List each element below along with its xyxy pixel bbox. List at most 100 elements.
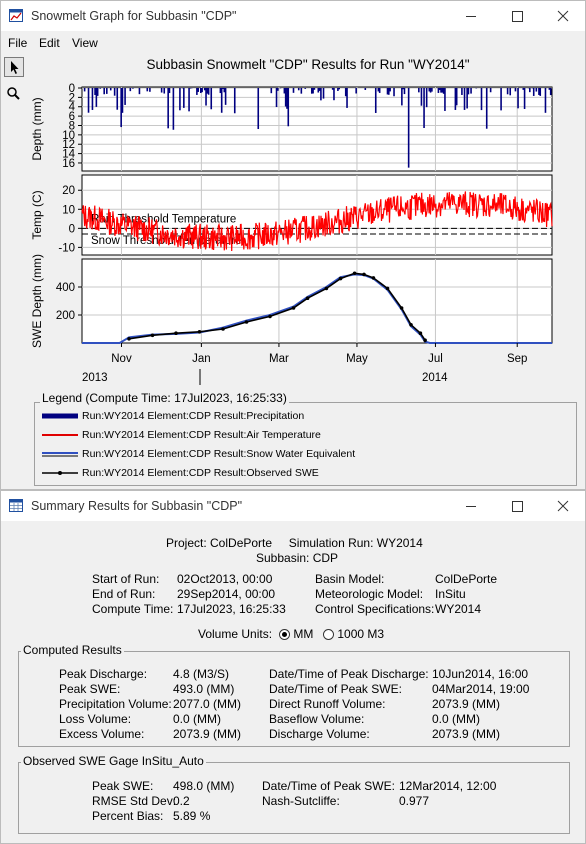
legend-title: Legend (Compute Time: 17Jul2023, 16:25:3… <box>40 391 289 405</box>
legend-box <box>34 402 577 486</box>
zoom-tool-button[interactable] <box>4 84 24 104</box>
computed-row-4-label: Excess Volume: <box>59 727 145 741</box>
menu-file[interactable]: File <box>8 36 28 50</box>
computed-row-0-label: Peak Discharge: <box>59 667 148 681</box>
maximize-icon <box>512 501 523 512</box>
snowmelt-graph-window: Snowmelt Graph for Subbasin "CDP" File E… <box>0 0 586 490</box>
units-mm-label: MM <box>293 627 314 641</box>
start-of-run-value: 02Oct2013, 00:00 <box>177 572 273 586</box>
observed-swe-title: Observed SWE Gage InSitu_Auto <box>21 754 206 768</box>
chart-title: Subbasin Snowmelt "CDP" Results for Run … <box>146 57 470 72</box>
computed-row-1-date-value: 04Mar2014, 19:00 <box>432 682 530 696</box>
xtick-label-mar: Mar <box>269 353 289 365</box>
swe-observed-point-3 <box>197 330 202 334</box>
close-icon <box>557 500 569 512</box>
swe-observed-point-9 <box>324 286 329 291</box>
percent-bias-value: 5.89 % <box>173 809 211 823</box>
legend: Legend (Compute Time: 17Jul2023, 16:25:3… <box>34 391 579 486</box>
observed-swe-group: Observed SWE Gage InSitu_Auto <box>18 754 570 834</box>
ytick-label-depth-7: 14 <box>62 149 75 161</box>
menu-view[interactable]: View <box>72 36 98 50</box>
computed-row-1-date-label: Date/Time of Peak SWE: <box>269 682 402 696</box>
swe-observed-point-15 <box>399 306 404 310</box>
computed-row-0-value: 4.8 (M3/S) <box>173 667 230 681</box>
computed-row-1-label: Peak SWE: <box>59 682 121 696</box>
met-model-value: InSitu <box>435 587 466 601</box>
minimize-button[interactable] <box>449 1 493 31</box>
summary-window: Summary Results for Subbasin "CDP" Proje… <box>0 490 586 844</box>
control-spec-value: WY2014 <box>435 602 482 616</box>
ylabel-temp: Temp (C) <box>30 190 44 239</box>
units-radio-1000m3[interactable]: 1000 M3 <box>323 627 384 641</box>
legend-swatch-observed-swe <box>42 471 78 475</box>
computed-row-2-date-value: 2073.9 (MM) <box>432 697 501 711</box>
summary-title-bar[interactable]: Summary Results for Subbasin "CDP" <box>1 491 585 521</box>
xtick-label-jan: Jan <box>192 353 211 365</box>
menu-bar: File Edit View <box>1 33 585 53</box>
ytick-label-depth-0: 0 <box>69 83 75 95</box>
obs-peak-date-label: Date/Time of Peak SWE: <box>262 779 395 793</box>
xtick-label-nov: Nov <box>111 353 132 365</box>
computed-row-1-value: 493.0 (MM) <box>173 682 235 696</box>
ytick-label-depth-5: 10 <box>62 130 75 142</box>
ytick-label-temp-1: 10 <box>62 204 75 216</box>
legend-label-precipitation: Run:WY2014 Element:CDP Result:Precipitat… <box>82 410 305 422</box>
swe-observed-point-18 <box>423 338 427 343</box>
computed-row-3-value: 0.0 (MM) <box>173 712 221 726</box>
units-radio-mm[interactable]: MM <box>279 627 313 641</box>
computed-results-title: Computed Results <box>21 643 124 657</box>
pointer-tool-button[interactable] <box>4 57 24 77</box>
computed-row-2-label: Precipitation Volume: <box>59 697 172 711</box>
swe-observed-point-2 <box>174 331 178 336</box>
basin-model-label: Basin Model: <box>315 572 385 586</box>
computed-row-0-date-value: 10Jun2014, 16:00 <box>432 667 529 681</box>
graph-window-icon <box>9 9 23 22</box>
title-bar[interactable]: Snowmelt Graph for Subbasin "CDP" <box>1 1 585 31</box>
swe-observed-point-6 <box>268 314 272 319</box>
ylabel-swe: SWE Depth (mm) <box>30 254 44 348</box>
obs-peak-swe-value: 498.0 (MM) <box>173 779 235 793</box>
compute-time-value: 17Jul2023, 16:25:33 <box>177 602 286 616</box>
swe-observed-point-8 <box>305 296 310 301</box>
radio-mm-selected[interactable] <box>279 629 290 640</box>
summary-close-button[interactable] <box>541 491 585 521</box>
pointer-icon <box>11 61 19 74</box>
year-label-2014: 2014 <box>422 372 448 384</box>
computed-row-4-date-value: 2073.9 (MM) <box>432 727 501 741</box>
subbasin-line: Subbasin: CDP <box>256 551 339 565</box>
rmse-label: RMSE Std Dev: <box>92 794 177 808</box>
legend-swatch-swe <box>42 452 78 457</box>
panel-frame-1 <box>81 174 553 256</box>
maximize-button[interactable] <box>495 1 539 31</box>
swe-observed-point-16 <box>409 323 413 327</box>
summary-minimize-button[interactable] <box>449 491 493 521</box>
obs-peak-date-value: 12Mar2014, 12:00 <box>399 779 497 793</box>
computed-results-group: Computed Results <box>18 643 570 747</box>
menu-edit[interactable]: Edit <box>39 36 60 50</box>
units-1000m3-label: 1000 M3 <box>337 627 385 641</box>
percent-bias-label: Percent Bias: <box>92 809 164 823</box>
ytick-label-depth-3: 6 <box>69 111 75 123</box>
ytick-label-depth-1: 2 <box>69 92 75 104</box>
computed-row-4-date-label: Discharge Volume: <box>269 727 370 741</box>
year-label-2013: 2013 <box>82 372 108 384</box>
ytick-label-temp-0: 20 <box>62 185 75 197</box>
swe-observed-point-12 <box>362 272 366 277</box>
close-button[interactable] <box>541 1 585 31</box>
xtick-label-sep: Sep <box>507 353 527 365</box>
ytick-label-depth-4: 8 <box>69 120 75 132</box>
panel-frame-2 <box>81 258 553 344</box>
summary-maximize-button[interactable] <box>495 491 539 521</box>
summary-window-title: Summary Results for Subbasin "CDP" <box>31 499 243 513</box>
ytick-label-temp-3: -10 <box>58 242 75 254</box>
swe-observed-point-17 <box>418 331 423 336</box>
radio-1000m3[interactable] <box>323 629 334 640</box>
legend-label-air-temperature: Run:WY2014 Element:CDP Result:Air Temper… <box>82 429 321 441</box>
end-of-run-value: 29Sep2014, 00:00 <box>177 587 276 601</box>
swe-observed-point-13 <box>371 276 376 280</box>
window-title: Snowmelt Graph for Subbasin "CDP" <box>31 9 237 23</box>
ylabel-depth: Depth (mm) <box>30 97 44 160</box>
swe-observed-point-4 <box>221 327 225 331</box>
computed-row-0-date-label: Date/Time of Peak Discharge: <box>269 667 429 681</box>
